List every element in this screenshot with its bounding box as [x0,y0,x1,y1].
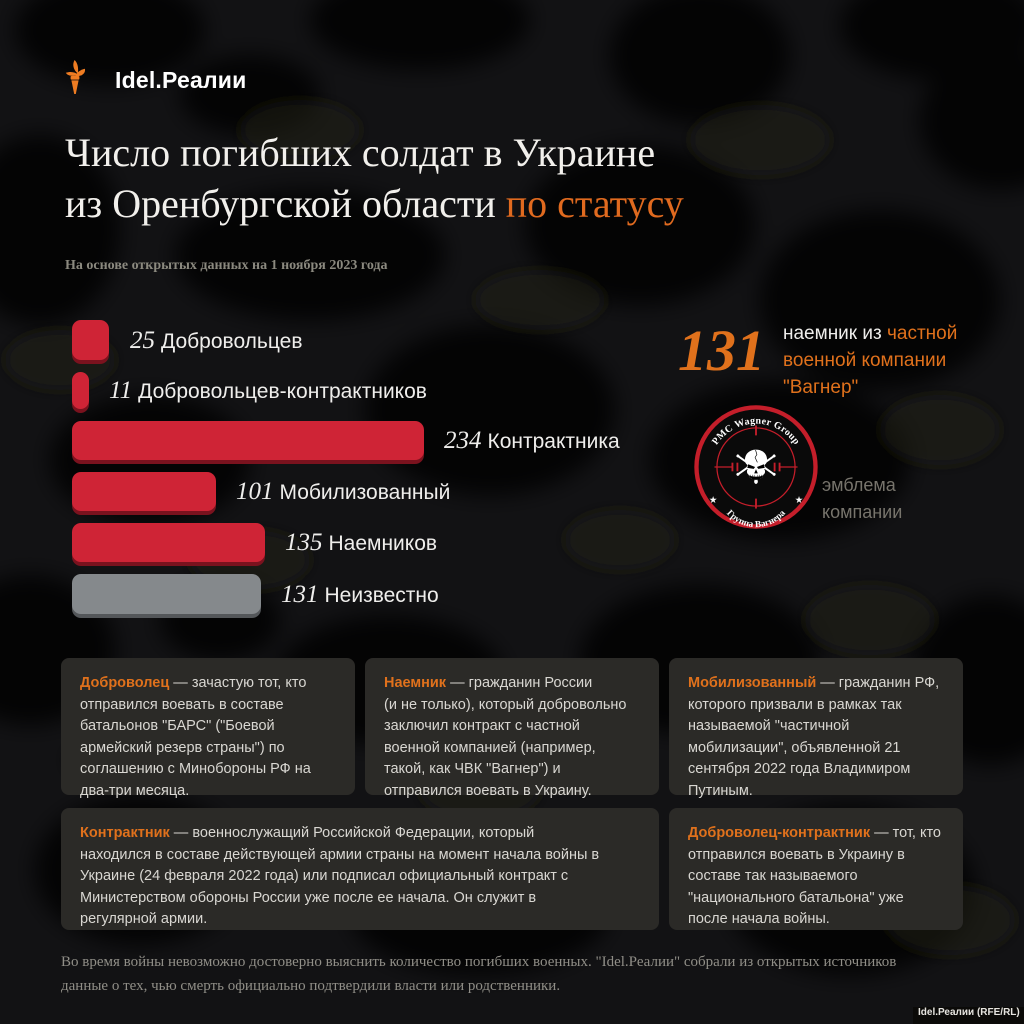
svg-text:★: ★ [709,495,717,505]
svg-text:★: ★ [795,495,803,505]
